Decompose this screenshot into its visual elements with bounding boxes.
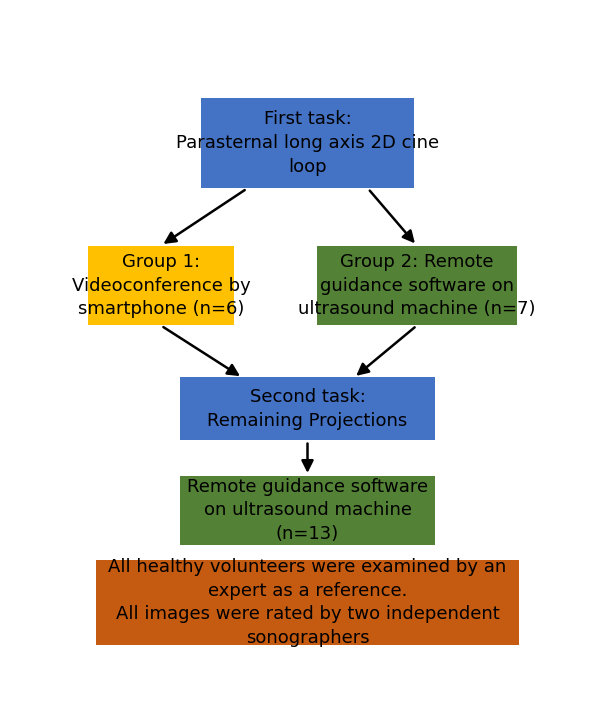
FancyBboxPatch shape bbox=[179, 377, 436, 441]
Text: Second task:
Remaining Projections: Second task: Remaining Projections bbox=[208, 388, 407, 430]
Text: Group 2: Remote
guidance software on
ultrasound machine (n=7): Group 2: Remote guidance software on ult… bbox=[298, 253, 536, 318]
FancyBboxPatch shape bbox=[200, 98, 415, 188]
Text: First task:
Parasternal long axis 2D cine
loop: First task: Parasternal long axis 2D cin… bbox=[176, 110, 439, 176]
FancyBboxPatch shape bbox=[96, 560, 519, 645]
Text: All healthy volunteers were examined by an
expert as a reference.
All images wer: All healthy volunteers were examined by … bbox=[109, 558, 506, 646]
FancyBboxPatch shape bbox=[179, 476, 436, 545]
Text: Group 1:
Videoconference by
smartphone (n=6): Group 1: Videoconference by smartphone (… bbox=[71, 253, 250, 318]
Text: Remote guidance software
on ultrasound machine
(n=13): Remote guidance software on ultrasound m… bbox=[187, 478, 428, 543]
FancyBboxPatch shape bbox=[88, 246, 234, 325]
FancyBboxPatch shape bbox=[317, 246, 517, 325]
